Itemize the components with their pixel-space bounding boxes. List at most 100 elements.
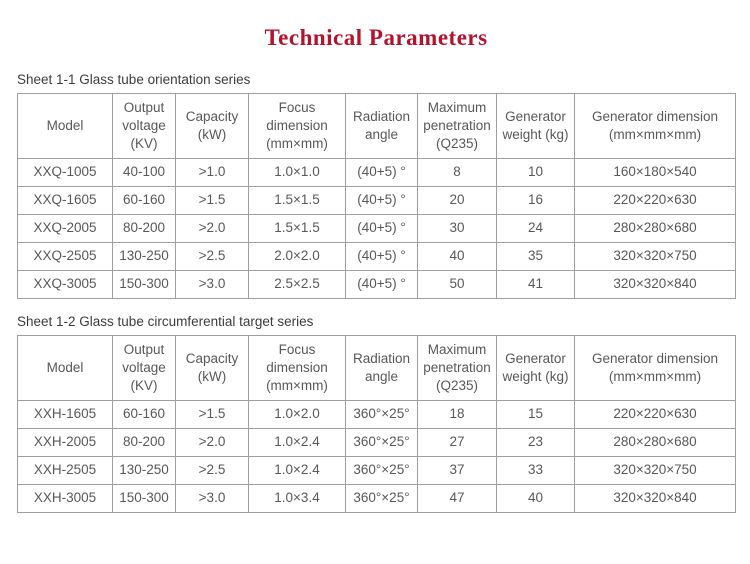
table-cell: 8 — [417, 158, 497, 187]
table-row: XXQ-1605 60-160 >1.5 1.5×1.5 (40+5) ° 20… — [17, 186, 736, 215]
model-cell: XXH-1605 — [17, 400, 113, 429]
table-cell: 40 — [417, 242, 497, 271]
table-cell: >2.5 — [175, 456, 249, 485]
table-cell: 320×320×840 — [574, 270, 736, 299]
model-cell: XXH-2005 — [17, 428, 113, 457]
column-header-focus-dimension: Focus dimension (mm×mm) — [248, 335, 346, 401]
table-cell: 80-200 — [112, 428, 176, 457]
table-cell: 220×220×630 — [574, 186, 736, 215]
table-cell: 1.0×3.4 — [248, 484, 346, 513]
table-row: XXH-3005 150-300 >3.0 1.0×3.4 360°×25° 4… — [17, 484, 736, 513]
table-row: XXQ-2505 130-250 >2.5 2.0×2.0 (40+5) ° 4… — [17, 242, 736, 271]
table-row: XXH-2505 130-250 >2.5 1.0×2.4 360°×25° 3… — [17, 456, 736, 485]
table-cell: 280×280×680 — [574, 214, 736, 243]
table-cell: 60-160 — [112, 400, 176, 429]
sheet1-caption: Sheet 1-1 Glass tube orientation series — [17, 72, 251, 87]
table-cell: 360°×25° — [345, 428, 418, 457]
table-cell: 80-200 — [112, 214, 176, 243]
table-cell: >2.5 — [175, 242, 249, 271]
table-cell: 150-300 — [112, 270, 176, 299]
model-cell: XXH-3005 — [17, 484, 113, 513]
table-cell: 27 — [417, 428, 497, 457]
model-cell: XXQ-2505 — [17, 242, 113, 271]
table-cell: 40-100 — [112, 158, 176, 187]
table-cell: 160×180×540 — [574, 158, 736, 187]
table-cell: 33 — [496, 456, 575, 485]
table-row: XXQ-1005 40-100 >1.0 1.0×1.0 (40+5) ° 8 … — [17, 158, 736, 187]
table-row: XXH-1605 60-160 >1.5 1.0×2.0 360°×25° 18… — [17, 400, 736, 429]
model-cell: XXH-2505 — [17, 456, 113, 485]
table-cell: >3.0 — [175, 270, 249, 299]
table-cell: >1.5 — [175, 400, 249, 429]
column-header-output-voltage: Output voltage (KV) — [112, 93, 176, 159]
table-cell: 360°×25° — [345, 484, 418, 513]
sheet2-table: Model Output voltage (KV) Capacity (kW) … — [17, 335, 736, 513]
table-cell: >3.0 — [175, 484, 249, 513]
sheet2-caption: Sheet 1-2 Glass tube circumferential tar… — [17, 314, 314, 329]
table-cell: (40+5) ° — [345, 214, 418, 243]
table-cell: 360°×25° — [345, 456, 418, 485]
sheet1-table: Model Output voltage (KV) Capacity (kW) … — [17, 93, 736, 299]
table-header-row: Model Output voltage (KV) Capacity (kW) … — [17, 335, 736, 401]
column-header-radiation-angle: Radiation angle — [345, 93, 418, 159]
column-header-output-voltage: Output voltage (KV) — [112, 335, 176, 401]
model-cell: XXQ-1005 — [17, 158, 113, 187]
table-cell: (40+5) ° — [345, 186, 418, 215]
table-cell: >2.0 — [175, 428, 249, 457]
column-header-generator-weight: Generator weight (kg) — [496, 335, 575, 401]
table-cell: 16 — [496, 186, 575, 215]
table-cell: 40 — [496, 484, 575, 513]
column-header-maximum-penetration: Maximum penetration (Q235) — [417, 93, 497, 159]
table-cell: >1.5 — [175, 186, 249, 215]
table-cell: 220×220×630 — [574, 400, 736, 429]
table-cell: 60-160 — [112, 186, 176, 215]
table-cell: 23 — [496, 428, 575, 457]
table-cell: 2.0×2.0 — [248, 242, 346, 271]
table-cell: >2.0 — [175, 214, 249, 243]
table-cell: (40+5) ° — [345, 270, 418, 299]
table-cell: 320×320×840 — [574, 484, 736, 513]
table-row: XXQ-2005 80-200 >2.0 1.5×1.5 (40+5) ° 30… — [17, 214, 736, 243]
column-header-model: Model — [17, 93, 113, 159]
table-cell: 1.0×2.0 — [248, 400, 346, 429]
table-cell: 24 — [496, 214, 575, 243]
table-cell: 1.0×2.4 — [248, 428, 346, 457]
table-cell: 50 — [417, 270, 497, 299]
table-cell: (40+5) ° — [345, 242, 418, 271]
table-cell: 280×280×680 — [574, 428, 736, 457]
table-row: XXH-2005 80-200 >2.0 1.0×2.4 360°×25° 27… — [17, 428, 736, 457]
model-cell: XXQ-2005 — [17, 214, 113, 243]
table-cell: 20 — [417, 186, 497, 215]
table-header-row: Model Output voltage (KV) Capacity (kW) … — [17, 93, 736, 159]
column-header-generator-dimension: Generator dimension (mm×mm×mm) — [574, 93, 736, 159]
table-cell: 35 — [496, 242, 575, 271]
column-header-generator-dimension: Generator dimension (mm×mm×mm) — [574, 335, 736, 401]
table-cell: 15 — [496, 400, 575, 429]
model-cell: XXQ-3005 — [17, 270, 113, 299]
table-cell: 30 — [417, 214, 497, 243]
column-header-radiation-angle: Radiation angle — [345, 335, 418, 401]
table-cell: 10 — [496, 158, 575, 187]
table-cell: 2.5×2.5 — [248, 270, 346, 299]
table-cell: (40+5) ° — [345, 158, 418, 187]
column-header-focus-dimension: Focus dimension (mm×mm) — [248, 93, 346, 159]
table-cell: 1.5×1.5 — [248, 214, 346, 243]
table-cell: 1.5×1.5 — [248, 186, 346, 215]
column-header-model: Model — [17, 335, 113, 401]
column-header-maximum-penetration: Maximum penetration (Q235) — [417, 335, 497, 401]
table-row: XXQ-3005 150-300 >3.0 2.5×2.5 (40+5) ° 5… — [17, 270, 736, 299]
table-cell: 41 — [496, 270, 575, 299]
model-cell: XXQ-1605 — [17, 186, 113, 215]
table-cell: 47 — [417, 484, 497, 513]
column-header-capacity: Capacity (kW) — [175, 93, 249, 159]
table-cell: 1.0×2.4 — [248, 456, 346, 485]
table-cell: 130-250 — [112, 456, 176, 485]
table-cell: 130-250 — [112, 242, 176, 271]
table-cell: 150-300 — [112, 484, 176, 513]
table-cell: 1.0×1.0 — [248, 158, 346, 187]
table-cell: 320×320×750 — [574, 242, 736, 271]
table-cell: 360°×25° — [345, 400, 418, 429]
table-cell: 18 — [417, 400, 497, 429]
table-cell: >1.0 — [175, 158, 249, 187]
table-cell: 320×320×750 — [574, 456, 736, 485]
